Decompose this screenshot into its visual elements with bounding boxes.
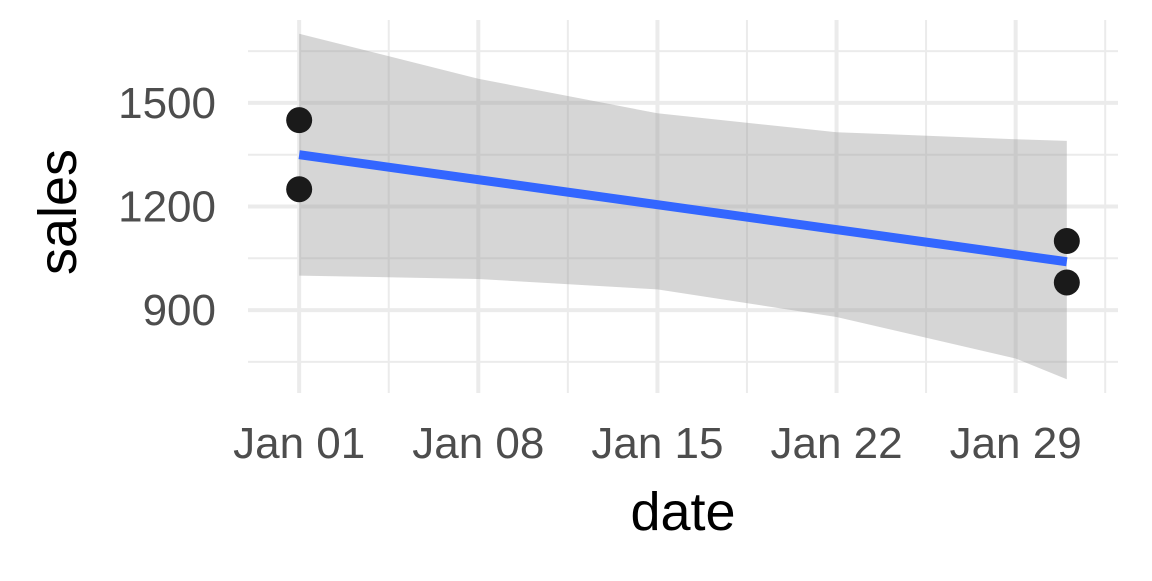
data-point xyxy=(1053,269,1080,296)
data-point xyxy=(1053,228,1080,255)
y-tick-label: 900 xyxy=(143,286,216,335)
x-axis-title: date xyxy=(630,482,735,542)
data-points xyxy=(286,107,1080,296)
x-tick-label: Jan 08 xyxy=(412,419,544,468)
data-point xyxy=(286,107,313,134)
x-tick-label: Jan 22 xyxy=(770,419,902,468)
trend-line-group xyxy=(298,150,1068,267)
trend-line xyxy=(298,150,1068,267)
x-tick-label: Jan 01 xyxy=(233,419,365,468)
x-axis-ticks: Jan 01 Jan 08 Jan 15 Jan 22 Jan 29 xyxy=(233,419,1082,468)
data-point xyxy=(286,176,313,203)
y-axis-title: sales xyxy=(28,149,88,275)
y-tick-label: 1200 xyxy=(118,183,216,232)
x-tick-label: Jan 15 xyxy=(591,419,723,468)
y-tick-label: 1500 xyxy=(118,79,216,128)
y-axis-ticks: 900 1200 1500 xyxy=(118,79,216,335)
x-tick-label: Jan 29 xyxy=(950,419,1082,468)
